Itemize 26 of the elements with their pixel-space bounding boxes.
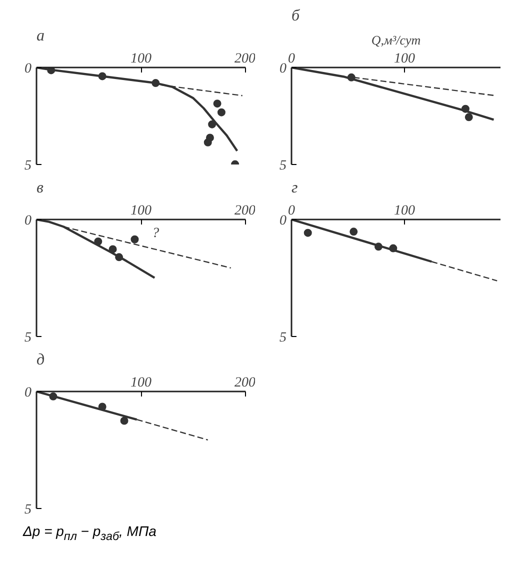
x-tick-label: 100 <box>130 204 152 218</box>
chart-title: в <box>36 180 44 196</box>
y-tick-label: 0 <box>24 62 32 76</box>
y-axis-title: Δp = p$_{пл}$ − p$_{заб}$, МПа <box>22 522 156 545</box>
y-tick-label: 0 <box>280 62 286 76</box>
x-tick-label: 100 <box>394 52 415 66</box>
y-tick-label: 5 <box>24 330 32 346</box>
x-axis-title: Q,м³/сут <box>371 32 421 48</box>
y-tick-label: 5 <box>24 502 32 518</box>
chart-title: а <box>36 28 44 44</box>
y-tick-label: 0 <box>280 214 286 228</box>
annotation: ? <box>152 226 160 242</box>
x-tick-label: 200 <box>234 376 256 390</box>
chart-title: д <box>36 352 45 368</box>
x-tick-label: 200 <box>234 52 256 66</box>
chart-title: б <box>292 8 300 24</box>
y-tick-label: 0 <box>24 386 32 400</box>
y-tick-label: 5 <box>280 158 286 174</box>
x-tick-label: 100 <box>394 204 415 218</box>
y-tick-label: 0 <box>24 214 32 228</box>
x-tick-label: 200 <box>234 204 256 218</box>
x-tick-label: 100 <box>130 52 152 66</box>
x-tick-label: 100 <box>130 376 152 390</box>
y-tick-label: 5 <box>24 158 32 174</box>
y-tick-label: 5 <box>280 330 286 346</box>
chart-title: г <box>292 180 298 196</box>
